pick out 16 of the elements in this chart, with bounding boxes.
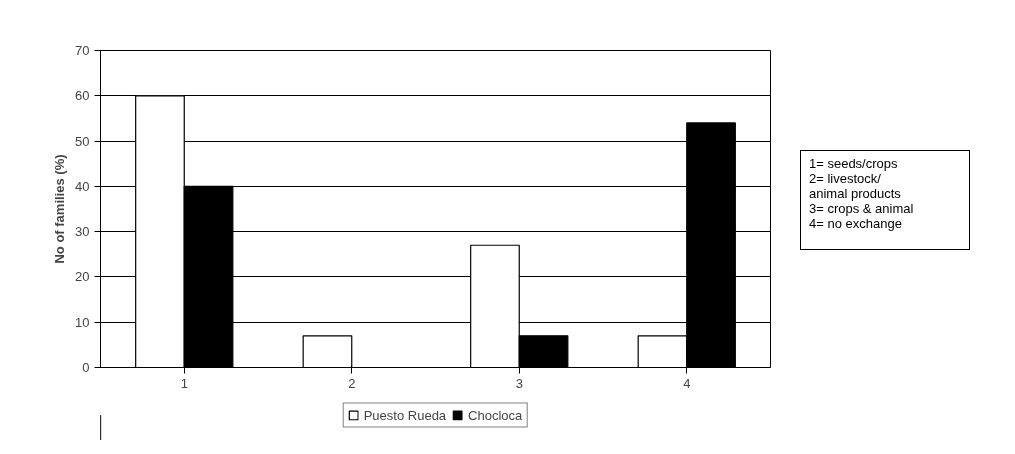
x-tick-label: 1 (180, 375, 188, 391)
text: 1= seeds/crops 2= livestock/ animal products 3= crops & animal 4= no exchange (809, 156, 914, 232)
y-tick-label: 60 (75, 88, 90, 104)
y-tick-label: 30 (75, 224, 90, 240)
legend-label: Chocloca (468, 407, 523, 423)
x-tick-label: 2 (348, 375, 356, 391)
y-tick-label: 20 (75, 269, 90, 285)
y-tick-label: 0 (82, 360, 90, 375)
y-tick-label: 70 (75, 43, 90, 58)
y-tick-label: 40 (75, 178, 90, 194)
y-tick-label: 10 (75, 314, 90, 330)
x-tick-label: 3 (515, 375, 523, 391)
y-tick-label: 50 (75, 133, 90, 149)
y-axis-title: No of families (%) (52, 154, 68, 264)
legend-label: Puesto Rueda (363, 407, 447, 423)
x-tick-label: 4 (683, 375, 691, 391)
